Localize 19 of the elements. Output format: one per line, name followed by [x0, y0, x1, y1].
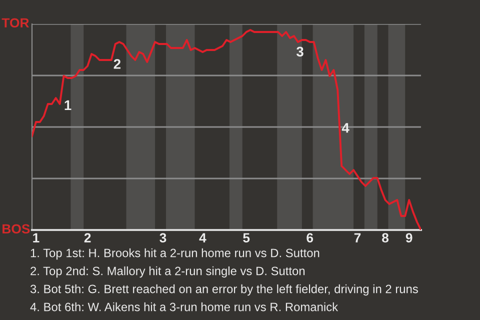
annotation: 3: [296, 46, 304, 57]
x-tick-label: 1: [33, 233, 40, 242]
annotation: 4: [342, 123, 350, 133]
x-tick-label: 6: [306, 233, 314, 242]
x-tick-label: 2: [84, 233, 91, 242]
x-tick-label: 8: [382, 233, 389, 242]
text: 4. Bot 6th: W. Aikens hit a 3-run home run vs R. Romanick: [30, 302, 338, 312]
x-tick-label: 7: [354, 233, 361, 242]
text: 1. Top 1st: H. Brooks hit a 2-run home run vs D. Sutton: [30, 248, 320, 260]
annotation: 2: [114, 59, 120, 69]
x-tick-label: 5: [243, 233, 250, 242]
text: 3. Bot 5th: G. Brett reached on an error by the left fielder, driving in 2 runs: [30, 284, 418, 296]
annotation: 1: [64, 100, 72, 110]
text: TOR: [2, 18, 30, 28]
x-tick-label: 9: [406, 233, 412, 242]
x-tick-label: 3: [160, 233, 166, 242]
text: BOS: [2, 224, 30, 234]
text: 2. Top 2nd: S. Mallory hit a 2-run single vs D. Sutton: [30, 266, 305, 278]
x-tick-label: 4: [199, 233, 206, 242]
